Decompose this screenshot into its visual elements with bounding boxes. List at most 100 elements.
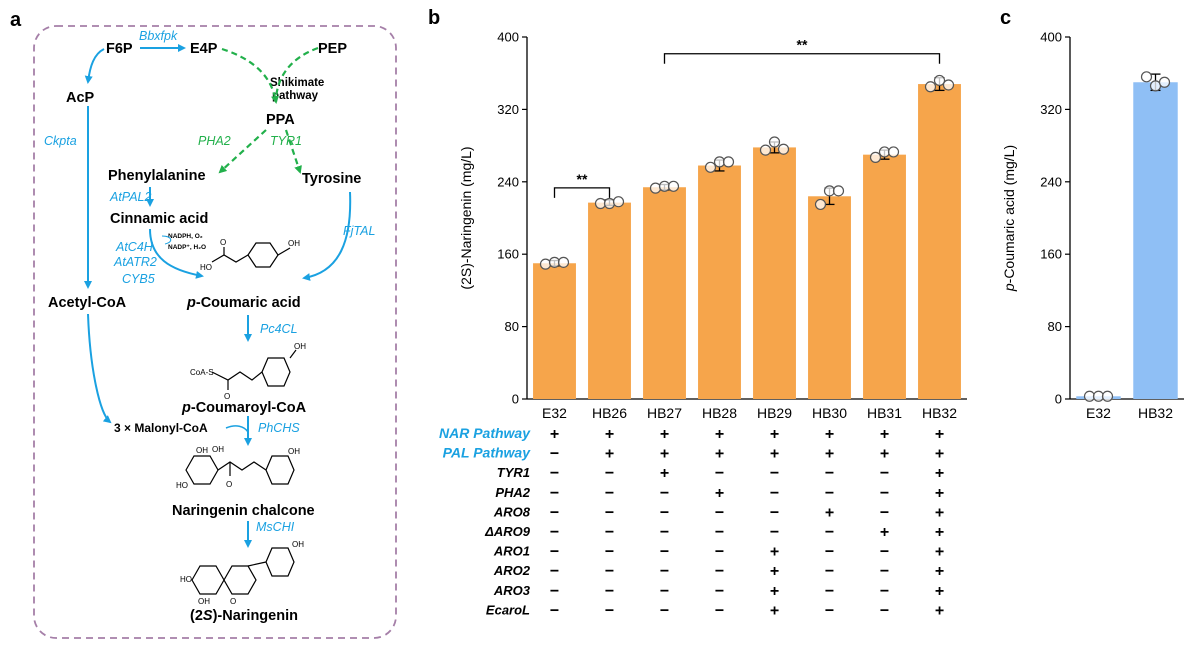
table-cell-sign: + — [935, 563, 944, 580]
table-cell-sign: + — [770, 563, 779, 580]
table-cell-sign: − — [825, 485, 834, 502]
table-cell-sign: + — [935, 485, 944, 502]
y-tick-label: 80 — [505, 319, 519, 334]
node-naringenin: (2S)-Naringenin — [190, 608, 298, 624]
table-cell-sign: + — [715, 426, 724, 443]
chem-o-coumaroyl: O — [224, 392, 230, 401]
replicate-point — [1101, 390, 1114, 402]
node-cinnamic-acid: Cinnamic acid — [110, 211, 208, 227]
enzyme-fjtal: FjTAL — [343, 224, 375, 238]
y-tick-label: 400 — [1040, 30, 1062, 45]
table-cell-sign: + — [770, 544, 779, 561]
table-cell-sign: − — [880, 544, 889, 561]
naringenin-bar-chart: 0 80 160 240 320 400 E32 HB26 HB27 HB28 HB29 HB30 HB… — [497, 30, 967, 421]
replicate-point — [814, 198, 827, 211]
panel-letter-b: b — [428, 7, 440, 29]
y-tick-label: 160 — [1040, 247, 1062, 262]
cofactor-nadph: NADPH, O₂ — [168, 233, 203, 240]
table-cell-sign: − — [605, 485, 614, 502]
node-naringenin-chalcone: Naringenin chalcone — [172, 503, 315, 519]
table-row-label: PHA2 — [495, 485, 530, 500]
table-cell-sign: − — [825, 465, 834, 482]
table-row-label: EcaroL — [486, 602, 530, 617]
table-cell-sign: + — [770, 446, 779, 463]
table-cell-sign: + — [550, 426, 559, 443]
replicate-point — [704, 161, 717, 173]
table-cell-sign: + — [715, 446, 724, 463]
table-cell-sign: + — [880, 446, 889, 463]
enzyme-cyb5: CYB5 — [122, 272, 155, 286]
node-acetyl-coa: Acetyl-CoA — [48, 295, 127, 311]
table-cell-sign: − — [825, 524, 834, 541]
table-cell-sign: + — [605, 446, 614, 463]
table-cell-sign: − — [550, 544, 559, 561]
replicate-point — [612, 196, 625, 208]
enzyme-pha2: PHA2 — [198, 134, 231, 148]
table-row-label: TYR1 — [497, 465, 530, 480]
x-tick-label: HB32 — [1138, 405, 1173, 421]
y-tick-label: 400 — [497, 30, 519, 45]
table-cell-sign: + — [605, 426, 614, 443]
table-cell-sign: + — [935, 602, 944, 619]
replicate-point — [869, 151, 882, 163]
table-cell-sign: − — [880, 563, 889, 580]
structure-naringenin-chalcone — [185, 455, 295, 485]
enzyme-tyr1: TYR1 — [270, 134, 302, 148]
replicate-point — [1140, 71, 1153, 83]
panel-letter-a: a — [10, 9, 22, 31]
replicate-point — [667, 180, 680, 192]
table-cell-sign: − — [660, 602, 669, 619]
table-cell-sign: − — [660, 485, 669, 502]
x-tick-label: HB31 — [867, 405, 902, 421]
replicate-point — [777, 143, 790, 155]
strain-genotype-table: NAR Pathway + + + + + + + + PAL Pathway − + + + + + + + TY… — [439, 425, 944, 619]
chem-coas: CoA-S — [190, 368, 214, 377]
x-tick-label: HB28 — [702, 405, 737, 421]
bar — [808, 196, 851, 399]
significance-label: ** — [577, 171, 588, 187]
enzyme-pc4cl: Pc4CL — [260, 322, 298, 336]
node-f6p: F6P — [106, 41, 133, 57]
table-cell-sign: − — [825, 563, 834, 580]
significance-bracket — [553, 187, 611, 198]
cofactor-hook — [161, 235, 172, 245]
table-cell-sign: − — [550, 583, 559, 600]
arrow-ppa-phe — [218, 129, 267, 174]
table-cell-sign: + — [880, 524, 889, 541]
replicate-point — [942, 79, 955, 91]
table-cell-sign: − — [660, 524, 669, 541]
replicate-point — [649, 182, 662, 194]
table-cell-sign: − — [605, 583, 614, 600]
arrow-malonyl-join — [225, 425, 249, 433]
node-e4p: E4P — [190, 41, 218, 57]
chem-oh-chalcone-3: OH — [196, 446, 208, 455]
coumaric-bar-chart: 0 80 160 240 320 400 E32 HB32 — [1040, 30, 1184, 421]
replicate-point — [603, 197, 616, 210]
chem-o-chalcone: O — [226, 480, 232, 489]
x-tick-label: E32 — [542, 405, 567, 421]
table-cell-sign: − — [715, 465, 724, 482]
node-p-coumaric-acid: p-Coumaric acid — [186, 295, 301, 311]
table-cell-sign: + — [935, 524, 944, 541]
table-cell-sign: − — [660, 563, 669, 580]
table-cell-sign: + — [935, 544, 944, 561]
replicate-point — [539, 258, 552, 270]
table-cell-sign: − — [715, 583, 724, 600]
structure-p-coumaroyl-coa — [211, 349, 297, 390]
table-cell-sign: − — [550, 563, 559, 580]
chem-oh-coumaric: OH — [288, 239, 300, 248]
table-cell-sign: − — [880, 504, 889, 521]
shikimate-label-2: pathway — [272, 90, 319, 102]
replicate-point — [768, 136, 781, 148]
table-cell-sign: + — [935, 426, 944, 443]
table-cell-sign: + — [715, 485, 724, 502]
table-cell-sign: + — [770, 426, 779, 443]
arrow-e4p-ppa — [221, 47, 279, 104]
bar — [863, 154, 906, 399]
cofactor-nadp: NADP⁺, H₂O — [168, 244, 206, 251]
table-cell-sign: − — [770, 524, 779, 541]
y-tick-label: 320 — [1040, 102, 1062, 117]
arrow-f6p-acp — [84, 48, 105, 84]
x-tick-label: HB27 — [647, 405, 682, 421]
y-tick-label: 240 — [497, 174, 519, 189]
